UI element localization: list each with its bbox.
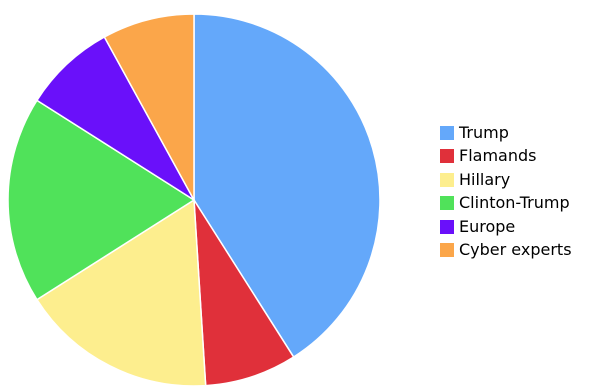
legend-label-cyber-experts: Cyber experts [459, 240, 572, 260]
pie-slice-hillary[interactable] [36, 199, 207, 387]
legend-item-clinton-trump[interactable]: Clinton-Trump [440, 192, 572, 216]
legend-item-hillary[interactable]: Hillary [440, 168, 572, 192]
legend-item-cyber-experts[interactable]: Cyber experts [440, 239, 572, 263]
legend-label-flamands: Flamands [459, 146, 537, 166]
legend-swatch-trump [440, 125, 454, 140]
pie-slice-clinton-trump[interactable] [7, 99, 195, 301]
legend-item-trump[interactable]: Trump [440, 121, 572, 145]
legend-label-hillary: Hillary [459, 169, 511, 189]
legend-swatch-hillary [440, 172, 454, 187]
legend-label-europe: Europe [459, 216, 516, 236]
legend-label-clinton-trump: Clinton-Trump [459, 193, 570, 213]
legend-swatch-europe [440, 219, 454, 234]
chart-legend: Trump Flamands Hillary Clinton-Trump Europe C… [440, 121, 572, 262]
pie-slice-cyber-experts[interactable] [103, 13, 195, 201]
pie-slice-flamands[interactable] [193, 199, 295, 387]
legend-label-trump: Trump [459, 122, 509, 142]
legend-swatch-flamands [440, 149, 454, 164]
legend-item-europe[interactable]: Europe [440, 215, 572, 239]
pie-slice-europe[interactable] [36, 36, 195, 201]
pie-slice-trump[interactable] [193, 13, 381, 358]
legend-swatch-cyber-experts [440, 243, 454, 258]
pie-slices [7, 13, 381, 387]
legend-item-flamands[interactable]: Flamands [440, 145, 572, 169]
legend-swatch-clinton-trump [440, 196, 454, 211]
